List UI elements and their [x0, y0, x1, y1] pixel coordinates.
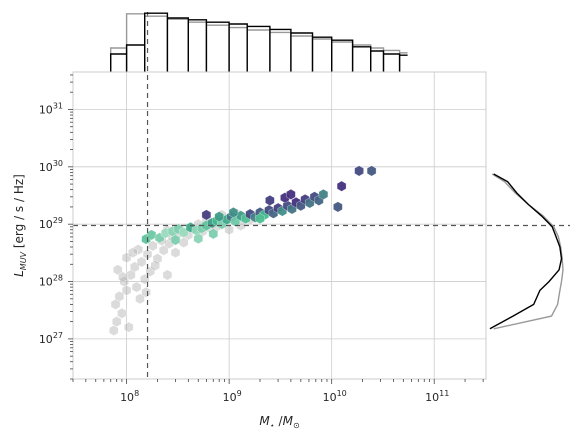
reference-lines — [73, 12, 570, 379]
x-axis-label: M⋆ /M⊙ — [259, 414, 299, 430]
hexbin-background — [136, 256, 147, 268]
foreground-hexbins — [141, 165, 377, 246]
hexbin-background — [159, 244, 169, 256]
axis-labels: M⋆ /M⊙ LMUV [erg / s / Hz] — [12, 174, 300, 430]
tick-labels: 108 109 1010 1011 1027 1028 1029 1030 1031 — [39, 101, 449, 404]
x-tick-label: 108 — [120, 389, 139, 404]
hexbin-background — [126, 269, 136, 281]
y-tick-label: 1028 — [39, 274, 63, 289]
x-tick-label: 1010 — [323, 389, 347, 404]
hexbin-background — [135, 293, 145, 305]
hexbin-foreground — [366, 165, 377, 177]
marginal-histograms — [110, 12, 564, 330]
hexbin-foreground — [265, 195, 275, 206]
hexbin-foreground — [333, 201, 343, 213]
y-tick-label: 1030 — [39, 159, 63, 174]
marginal-top-background — [110, 13, 408, 72]
hexbin-foreground — [255, 213, 265, 224]
marginal-right-background — [491, 173, 564, 330]
hexbin-background — [150, 260, 160, 272]
hexbin-background — [141, 286, 151, 298]
y-axis-label: LMUV [erg / s / Hz] — [12, 174, 28, 277]
hexbin-foreground — [201, 209, 212, 221]
hexbin-foreground — [354, 165, 364, 177]
axes-frame — [72, 71, 487, 380]
hexbin-background — [131, 281, 142, 293]
hexbin-background — [110, 298, 121, 310]
hexbin-foreground — [286, 189, 296, 200]
y-tick-label: 1029 — [39, 216, 63, 231]
marginal-top-foreground — [110, 12, 408, 72]
axes — [68, 71, 487, 384]
hexbin-background — [109, 325, 119, 336]
hexbin-background — [170, 247, 181, 259]
hexbin-background — [113, 264, 123, 276]
hexbin-background — [152, 253, 163, 265]
hexbin-background — [133, 244, 143, 256]
hexbin-background — [128, 247, 138, 259]
hexbin-background — [112, 316, 122, 328]
hexbin-foreground — [208, 228, 218, 240]
hexbin-background — [118, 271, 128, 283]
hexbin-background — [124, 321, 134, 333]
hexbin-background — [121, 284, 132, 296]
hexbin-foreground — [336, 180, 347, 192]
y-tick-label: 1027 — [39, 331, 63, 346]
hexbin-foreground — [318, 189, 329, 200]
hexbin-background — [121, 252, 132, 264]
hexbin-background — [117, 307, 127, 319]
y-tick-label: 1031 — [39, 101, 63, 116]
hexbin-foreground — [193, 233, 203, 244]
marginal-right-foreground — [489, 173, 563, 330]
hexbin-foreground — [170, 234, 181, 246]
x-tick-label: 1011 — [425, 389, 449, 404]
hexbin-foreground — [214, 211, 224, 223]
x-tick-label: 109 — [223, 389, 242, 404]
hexbin-background — [114, 290, 125, 302]
hexbin-foreground — [228, 207, 239, 218]
hexbin-background — [162, 269, 173, 281]
